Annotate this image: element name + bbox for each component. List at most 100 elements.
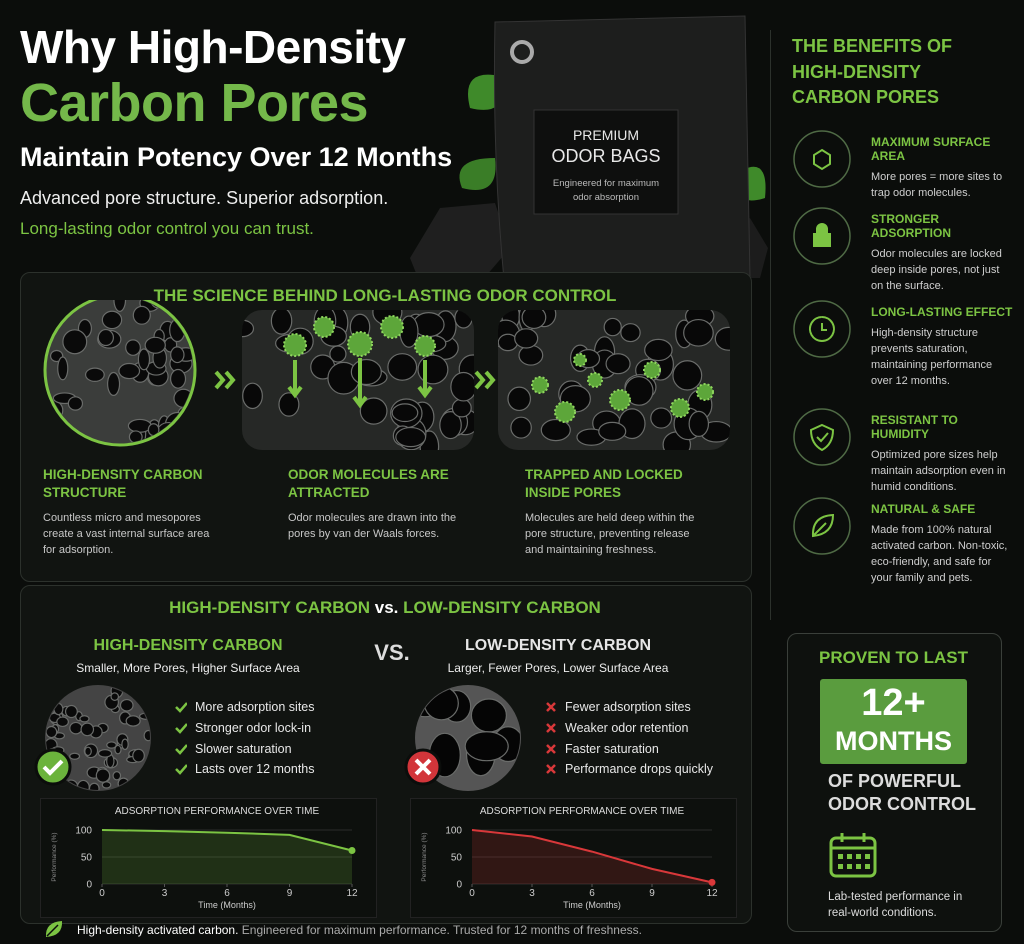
- pore: [173, 300, 190, 312]
- pore: [112, 771, 122, 781]
- area: [472, 830, 712, 884]
- x-tick-label: 0: [99, 888, 105, 899]
- y-tick-label: 50: [451, 853, 463, 864]
- benefit-icon: [793, 130, 851, 188]
- title-line: Carbon Pores: [20, 73, 369, 133]
- pore: [540, 418, 571, 442]
- pore: [46, 725, 58, 739]
- pore: [688, 410, 710, 437]
- pore: [683, 318, 714, 347]
- pore: [56, 716, 69, 728]
- pore: [144, 336, 166, 354]
- icon-ring: [793, 497, 851, 555]
- pore: [88, 782, 100, 790]
- point-icon: [175, 764, 187, 776]
- title-part: vs.: [374, 598, 399, 617]
- x-tick-label: 6: [224, 888, 230, 899]
- icon-glyph: [811, 513, 835, 538]
- pore: [387, 353, 418, 381]
- molecule: [347, 331, 373, 357]
- pore: [97, 328, 114, 347]
- calendar-icon: [829, 833, 877, 878]
- benefit-text: Made from 100% natural activated carbon.…: [871, 524, 1008, 584]
- pore: [624, 376, 654, 406]
- benefit: NATURAL & SAFE Made from 100% natural act…: [871, 502, 1013, 586]
- pore: [67, 396, 84, 411]
- step-title: HIGH-DENSITY CARBON STRUCTURE: [43, 467, 203, 500]
- molecule: [573, 353, 587, 367]
- arrow: [352, 358, 368, 409]
- molecule: [696, 383, 714, 401]
- chart-title: ADSORPTION PERFORMANCE OVER TIME: [480, 806, 685, 817]
- point-icon: [546, 764, 556, 775]
- point-text: Slower saturation: [195, 741, 292, 756]
- benefit: LONG-LASTING EFFECT High-density structur…: [871, 305, 1013, 389]
- line: [471, 829, 713, 884]
- point-text: Stronger odor lock-in: [195, 721, 312, 736]
- col-title: LOW-DENSITY CARBON: [464, 637, 652, 654]
- pore: [714, 326, 730, 351]
- pore: [125, 339, 141, 356]
- benefit-title: LONG-LASTING EFFECT: [871, 305, 1013, 319]
- pore: [359, 397, 388, 425]
- pore: [169, 368, 187, 389]
- chevron: [214, 370, 236, 390]
- point-icon: [175, 723, 187, 734]
- col-title: HIGH-DENSITY CARBON: [93, 637, 283, 654]
- end-point: [348, 847, 356, 855]
- pore: [69, 721, 83, 735]
- cross: [546, 764, 556, 775]
- pore: [672, 360, 703, 391]
- pore: [450, 371, 474, 402]
- pore: [132, 748, 145, 763]
- pore: [391, 403, 419, 423]
- x-tick-label: 3: [162, 888, 168, 899]
- molecule: [414, 335, 436, 357]
- pore: [470, 698, 507, 733]
- pore: [173, 423, 191, 440]
- pore: [113, 300, 127, 312]
- leaf-icon: [45, 921, 63, 937]
- proven-number: 12+: [861, 682, 926, 724]
- pore: [603, 317, 622, 337]
- benefit-text: Odor molecules are locked deep inside po…: [871, 248, 1002, 292]
- molecule: [609, 389, 631, 411]
- check: [175, 743, 187, 755]
- line-chart: ADSORPTION PERFORMANCE OVER TIME Performa…: [421, 806, 718, 910]
- area: [102, 830, 352, 884]
- icon-ring: [793, 408, 851, 466]
- proven-title: PROVEN TO LAST: [819, 648, 968, 667]
- molecule: [313, 316, 335, 338]
- step: HIGH-DENSITY CARBON STRUCTURE Countless m…: [43, 466, 209, 558]
- step: TRAPPED AND LOCKED INSIDE PORES Molecules…: [525, 466, 700, 558]
- pore: [135, 686, 150, 694]
- pore: [507, 386, 532, 412]
- tagline: Advanced pore structure. Superior adsorp…: [20, 188, 389, 208]
- pore: [510, 416, 532, 439]
- subtagline: Long-lasting odor control you can trust.: [20, 219, 314, 238]
- step-title: ODOR MOLECULES ARE ATTRACTED: [288, 467, 449, 500]
- x-axis-label: Time (Months): [563, 900, 621, 910]
- pore: [514, 328, 539, 349]
- point-text: Weaker odor retention: [565, 721, 689, 736]
- cross: [414, 758, 432, 776]
- point-text: Fewer adsorption sites: [565, 700, 691, 715]
- point: Slower saturation: [175, 738, 315, 759]
- benefit-title: STRONGER ADSORPTION: [871, 212, 952, 240]
- footer-text: Engineered for maximum performance. Trus…: [241, 923, 642, 937]
- benefit-text: More pores = more sites to trap odor mol…: [871, 171, 1003, 199]
- line: [101, 829, 353, 852]
- pore: [97, 749, 113, 758]
- arrow: [417, 360, 433, 399]
- coal: [410, 203, 510, 283]
- y-tick-label: 100: [75, 826, 92, 837]
- point-icon: [546, 702, 556, 713]
- proven-line: ODOR CONTROL: [828, 794, 976, 814]
- pore: [143, 729, 150, 742]
- x-tick-label: 12: [706, 888, 718, 899]
- x-tick-label: 3: [529, 888, 535, 899]
- x-tick-label: 0: [469, 888, 475, 899]
- step-text: Countless micro and mesopores create a v…: [43, 512, 210, 556]
- molecule: [587, 372, 603, 388]
